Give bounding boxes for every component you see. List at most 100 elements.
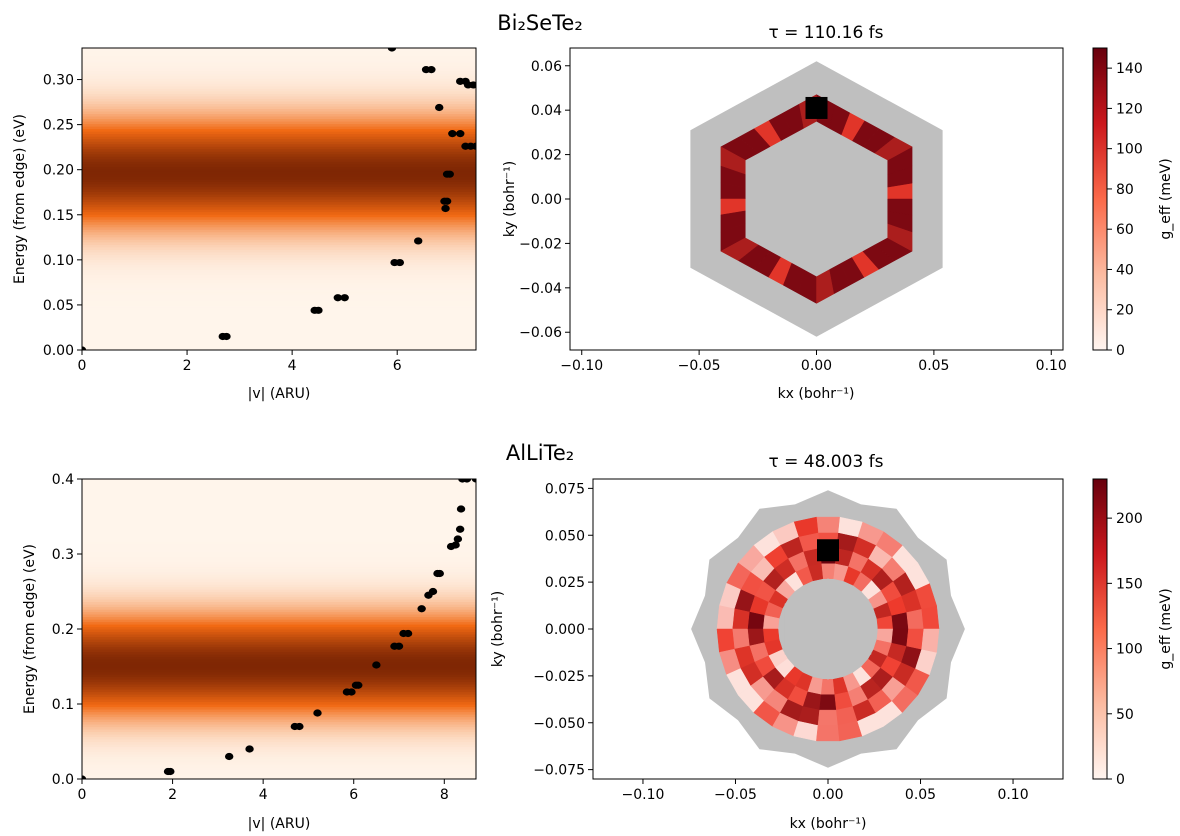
energy-band-strip <box>82 594 476 598</box>
energy-band-strip <box>82 58 476 62</box>
data-point <box>313 709 322 717</box>
energy-band-strip <box>82 120 476 125</box>
al-energy-ytick-label: 0.0 <box>52 772 74 788</box>
energy-band-strip <box>82 634 476 638</box>
data-point <box>456 130 465 138</box>
energy-band-strip <box>82 251 476 255</box>
energy-band-strip <box>82 479 476 483</box>
energy-band-strip <box>82 501 476 505</box>
al-bz-ytick-label: 0.000 <box>545 622 585 638</box>
energy-band-strip <box>82 143 476 147</box>
ring-cell <box>887 198 913 216</box>
energy-band-strip <box>82 734 476 738</box>
al-bz-ytick-label: 0.050 <box>545 528 585 544</box>
energy-band-strip <box>82 711 476 715</box>
energy-band-strip <box>82 173 476 177</box>
bi-bz-xtick-label: 0.10 <box>1036 358 1067 374</box>
energy-band-strip <box>82 619 476 623</box>
energy-band-strip <box>82 156 476 160</box>
bi-energy-xtick-label: 6 <box>393 358 402 374</box>
energy-band-strip <box>82 481 476 485</box>
energy-band-strip <box>82 161 476 165</box>
energy-band-strip <box>82 108 476 112</box>
bi-energy-axes-frame <box>81 47 477 351</box>
energy-band-strip <box>82 664 476 668</box>
energy-band-strip <box>82 661 476 665</box>
energy-band-strip <box>82 90 476 94</box>
al-energy-plot: 0 2 4 6 8 0.0 0.1 0.2 0.3 0.4 <box>52 472 477 803</box>
data-point <box>82 346 87 350</box>
data-point <box>245 745 254 753</box>
energy-band-strip <box>82 636 476 640</box>
data-point <box>340 294 349 302</box>
energy-band-strip <box>82 171 476 175</box>
al-energy-ytick-label: 0.2 <box>52 622 74 638</box>
energy-band-strip <box>82 80 476 84</box>
energy-band-strip <box>82 344 476 349</box>
energy-band-strip <box>82 686 476 690</box>
data-point <box>471 142 476 150</box>
energy-band-strip <box>82 299 476 303</box>
energy-band-strip <box>82 574 476 578</box>
al-energy-xtick-label: 6 <box>349 787 358 803</box>
data-point <box>428 587 438 596</box>
ring-cell <box>716 605 735 630</box>
al-bz-xlabel: kx (bohr⁻¹) <box>790 816 867 832</box>
ring-cell <box>906 608 925 630</box>
suptitle-al: AlLiTe₂ <box>506 441 574 465</box>
energy-band-strip <box>82 204 476 208</box>
data-point <box>347 688 356 696</box>
energy-band-strip <box>82 564 476 568</box>
data-point <box>387 48 397 52</box>
energy-band-strip <box>82 549 476 553</box>
energy-band-strip <box>82 287 476 291</box>
energy-band-strip <box>82 183 476 188</box>
bi-colorbar: 0 20 40 60 80 100 120 140 <box>1092 47 1143 359</box>
energy-band-strip <box>82 163 476 167</box>
energy-band-strip <box>82 244 476 248</box>
energy-band-strip <box>82 491 476 495</box>
highlight-marker <box>817 539 839 562</box>
energy-band-strip <box>82 307 476 311</box>
energy-band-strip <box>82 166 476 170</box>
energy-band-strip <box>82 216 476 220</box>
energy-band-strip <box>82 751 476 755</box>
energy-band-strip <box>82 581 476 585</box>
energy-band-strip <box>82 284 476 288</box>
energy-band-strip <box>82 701 476 705</box>
al-energy-xtick-label: 0 <box>78 787 87 803</box>
energy-band-strip <box>82 561 476 565</box>
energy-band-strip <box>82 534 476 538</box>
energy-band-strip <box>82 746 476 750</box>
colorbar-tick-label: 0 <box>1116 343 1125 359</box>
al-energy-plot-area <box>82 479 476 779</box>
energy-band-strip <box>82 75 476 79</box>
bi-bz-ytick-label: −0.02 <box>519 236 562 252</box>
energy-band-strip <box>82 689 476 693</box>
energy-band-strip <box>82 138 476 142</box>
energy-band-strip <box>82 611 476 615</box>
energy-band-strip <box>82 499 476 503</box>
energy-band-strip <box>82 656 476 660</box>
energy-band-strip <box>82 277 476 281</box>
energy-band-strip <box>82 98 476 102</box>
data-point <box>295 722 304 731</box>
energy-band-strip <box>82 254 476 258</box>
al-colorbar: 0 50 100 150 200 <box>1092 478 1143 788</box>
energy-band-strip <box>82 654 476 658</box>
al-bz-xtick-label: 0.10 <box>997 787 1028 803</box>
energy-band-strip <box>82 50 476 54</box>
energy-band-strip <box>82 506 476 510</box>
energy-band-strip <box>82 136 476 140</box>
bi-energy-ytick-label: 0.10 <box>43 253 74 269</box>
al-bz-ytick-label: 0.025 <box>545 575 585 591</box>
data-point <box>372 661 381 669</box>
energy-band-strip <box>82 241 476 245</box>
energy-band-strip <box>82 519 476 523</box>
energy-band-strip <box>82 196 476 200</box>
energy-band-strip <box>82 53 476 57</box>
energy-band-strip <box>82 639 476 643</box>
energy-band-strip <box>82 776 476 779</box>
energy-band-strip <box>82 486 476 490</box>
colorbar-tick-label: 140 <box>1116 61 1143 77</box>
